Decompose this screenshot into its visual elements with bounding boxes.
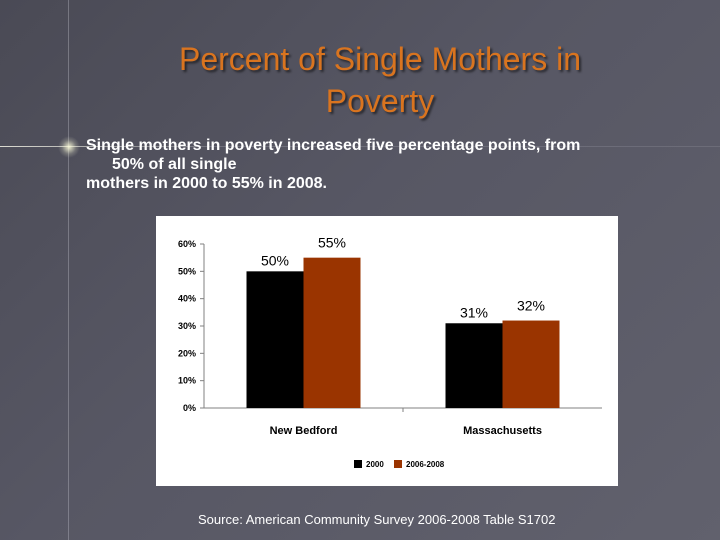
y-tick-label: 60% [178,239,196,249]
star-sparkle-icon [58,136,80,158]
bar-2006-2008-massachusetts [502,320,560,408]
body-line-1: Single mothers in poverty increased five… [86,137,581,154]
y-tick-label: 50% [178,266,196,276]
y-tick-label: 30% [178,321,196,331]
y-tick-label: 10% [178,376,196,386]
bar-2006-2008-new-bedford [303,257,361,408]
title-line-1: Percent of Single Mothers in [179,41,581,77]
decorative-vertical-line [68,0,69,540]
body-line-2: 50% of all single [112,156,237,173]
source-note: Source: American Community Survey 2006-2… [198,512,556,527]
y-tick-label: 40% [178,294,196,304]
slide-body-text: Single mothers in poverty increased five… [86,136,686,193]
slide-title: Percent of Single Mothers in Poverty [100,38,660,122]
legend-swatch-2006-2008 [394,460,402,468]
data-label: 50% [261,252,289,268]
y-tick-label: 20% [178,348,196,358]
data-label: 32% [517,298,545,314]
legend-label: 2006-2008 [406,460,445,469]
data-label: 55% [318,235,346,251]
decorative-horizontal-line [0,146,720,147]
y-tick-label: 0% [183,403,196,413]
x-category-label: Massachusetts [463,425,542,437]
bar-2000-massachusetts [445,323,503,408]
x-category-label: New Bedford [270,425,338,437]
legend-swatch-2000 [354,460,362,468]
chart-panel: 0% 10% 20% 30% 40% 50% 60% 50% 55% New Bedford 31%… [156,216,618,486]
body-line-3: mothers in 2000 to 55% in 2008. [86,175,327,192]
bar-chart: 0% 10% 20% 30% 40% 50% 60% 50% 55% New Bedford 31%… [178,235,602,469]
bar-2000-new-bedford [246,271,304,408]
legend-label: 2000 [366,460,384,469]
title-line-2: Poverty [325,83,435,119]
data-label: 31% [460,304,488,320]
